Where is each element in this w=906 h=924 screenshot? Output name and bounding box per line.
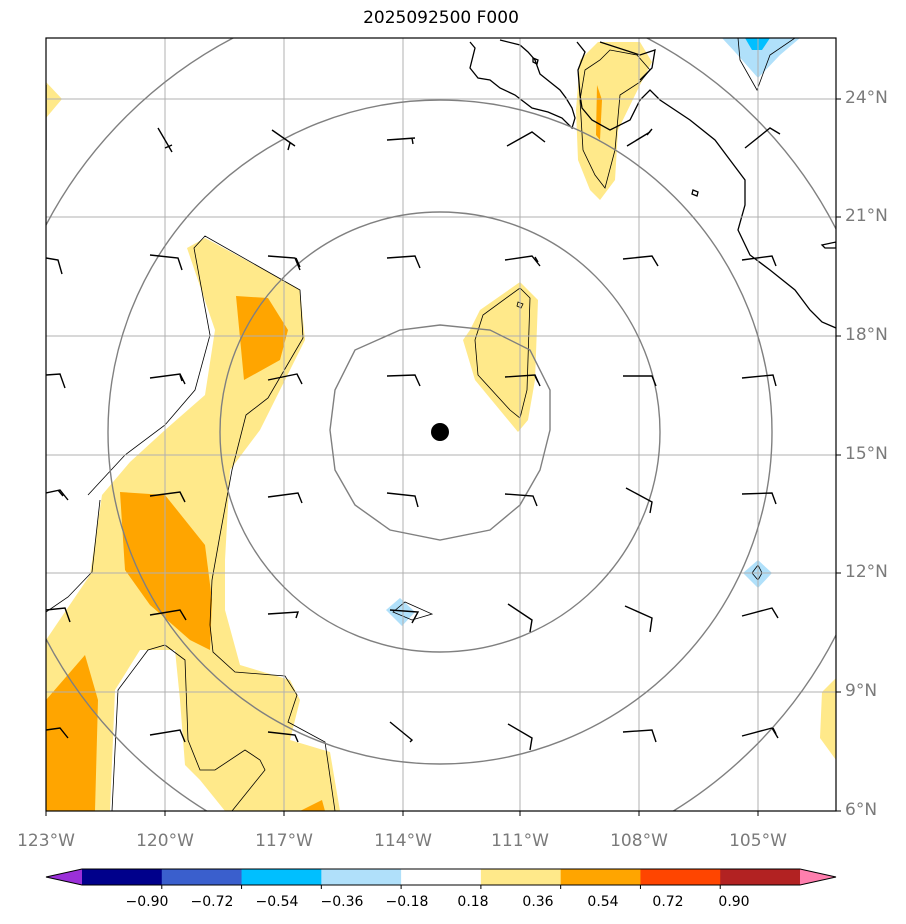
wind-barb — [741, 374, 777, 387]
wind-barb — [157, 127, 173, 153]
wind-barb — [46, 489, 69, 501]
colorbar-segment — [560, 869, 641, 885]
wind-barb — [507, 723, 533, 751]
lat-label: 18°N — [845, 325, 888, 345]
colorbar-segment — [640, 869, 721, 885]
wind-barb — [386, 374, 421, 387]
wind-barb — [741, 727, 779, 739]
wind-barbs — [46, 127, 781, 751]
lon-label: 123°W — [17, 831, 75, 851]
strong-positive-region — [46, 655, 98, 811]
wind-barb — [271, 129, 296, 151]
wind-barb — [622, 255, 659, 267]
wind-barb — [386, 137, 416, 145]
wind-barb — [386, 492, 419, 508]
wind-barb — [149, 609, 187, 621]
wind-barb — [744, 127, 781, 149]
wind-barb — [624, 605, 653, 633]
positive-anomaly-region — [576, 42, 652, 200]
colorbar-segment — [480, 869, 562, 885]
lon-label: 120°W — [136, 831, 194, 851]
wind-barb — [741, 492, 777, 505]
colorbar-tick-label: 0.72 — [652, 894, 684, 910]
negative-anomaly-region — [386, 598, 415, 626]
wind-barb — [267, 373, 303, 385]
colorbar-segment — [321, 869, 402, 885]
colorbar-tick-label: 0.90 — [718, 894, 750, 910]
colorbar-segment — [82, 869, 163, 885]
map-frame — [45, 37, 837, 812]
contour-layer — [46, 38, 796, 811]
colorbar-outline — [45, 868, 837, 886]
wind-barb — [267, 492, 303, 504]
wind-barb — [267, 255, 301, 271]
positive-anomaly-region — [46, 82, 62, 118]
wind-barb — [46, 607, 71, 623]
lon-label: 111°W — [491, 831, 549, 851]
axis-ticks — [45, 98, 841, 816]
strong-positive-region — [120, 492, 212, 650]
wind-barb — [149, 491, 186, 503]
wind-barb — [46, 373, 66, 389]
strong-positive-region — [236, 296, 288, 380]
wind-barb — [507, 603, 533, 633]
wind-barb — [149, 254, 183, 271]
wind-barb — [267, 611, 299, 619]
wind-barb — [504, 374, 541, 387]
lat-label: 24°N — [845, 88, 888, 108]
colorbar-extend-min — [46, 869, 82, 885]
lon-label: 114°W — [374, 831, 432, 851]
lon-label: 105°W — [729, 831, 787, 851]
wind-barb — [504, 493, 538, 507]
wind-barb — [386, 255, 421, 269]
storm-center-marker — [431, 423, 449, 441]
shaded-field-layer — [46, 38, 836, 811]
lat-label: 21°N — [845, 206, 888, 226]
wind-barb — [506, 131, 546, 147]
range-rings — [46, 38, 836, 811]
lon-label: 108°W — [610, 831, 668, 851]
lat-label: 6°N — [845, 800, 878, 820]
wind-barb — [46, 727, 69, 739]
wind-barb — [623, 375, 657, 387]
positive-anomaly-region — [463, 282, 538, 432]
colorbar-tick-label: −0.36 — [320, 894, 364, 910]
wind-barb — [741, 607, 779, 619]
wind-barb — [622, 729, 657, 743]
colorbar-segment — [161, 869, 243, 885]
wind-barb — [625, 487, 653, 514]
colorbar-tick-label: 0.18 — [457, 894, 489, 910]
colorbar — [45, 868, 837, 889]
lon-label: 117°W — [255, 831, 313, 851]
wind-barb — [389, 609, 420, 624]
wind-barb — [267, 731, 299, 743]
colorbar-segment — [720, 869, 801, 885]
colorbar-tick-label: −0.90 — [125, 894, 169, 910]
graticule — [46, 38, 836, 811]
colorbar-segment — [401, 869, 482, 885]
lat-label: 12°N — [845, 562, 888, 582]
colorbar-tick-label: 0.54 — [587, 894, 619, 910]
strong-positive-region — [300, 800, 325, 811]
wind-barb — [741, 255, 777, 267]
wind-barb — [149, 729, 186, 743]
positive-anomaly-region — [46, 238, 340, 811]
colorbar-extend-max — [800, 869, 836, 885]
colorbar-segment — [241, 869, 322, 885]
wind-barb — [46, 257, 63, 275]
wind-barb — [626, 128, 653, 147]
map-title: 2025092500 F000 — [363, 8, 519, 28]
colorbar-tick-label: 0.36 — [522, 894, 554, 910]
colorbar-tick-label: −0.72 — [190, 894, 234, 910]
wind-barb — [149, 373, 186, 385]
wind-barb — [389, 721, 414, 743]
positive-anomaly-region — [820, 678, 836, 760]
colorbar-tick-label: −0.18 — [385, 894, 429, 910]
wind-barb — [504, 255, 541, 267]
colorbar-tick-label: −0.54 — [255, 894, 299, 910]
lat-label: 15°N — [845, 444, 888, 464]
lat-label: 9°N — [845, 681, 878, 701]
